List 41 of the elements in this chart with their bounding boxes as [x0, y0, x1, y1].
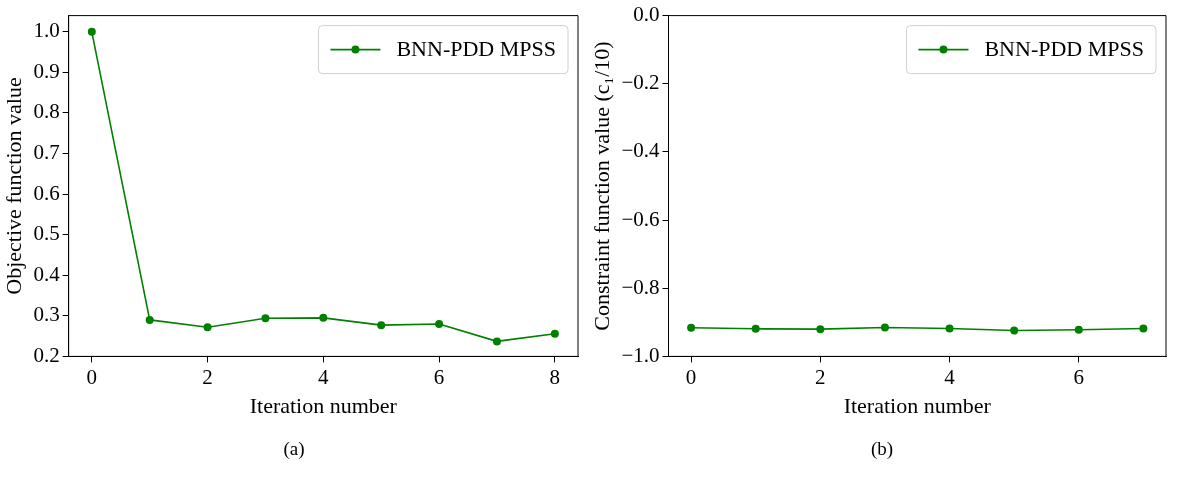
x-tick-label: 6 — [1073, 364, 1085, 389]
legend-label: BNN-PDD MPSS — [396, 36, 557, 62]
y-tick-label: 0.3 — [33, 302, 60, 327]
x-tick-label: 4 — [318, 364, 330, 389]
y-tick-label: 0.6 — [33, 180, 60, 205]
point — [492, 337, 501, 346]
legend-label: BNN-PDD MPSS — [984, 36, 1145, 62]
y-axis-title: Objective function value — [0, 77, 26, 295]
y-tick-label: −0.2 — [621, 70, 660, 95]
point — [550, 329, 559, 338]
x-tick-label: 8 — [549, 364, 561, 389]
x-tick-label: 2 — [815, 364, 826, 389]
point — [203, 323, 212, 332]
point — [261, 314, 270, 323]
x-tick-label: 2 — [202, 364, 213, 389]
x-tick-label: 0 — [685, 364, 697, 389]
y-tick-label: 0.0 — [633, 2, 660, 27]
y-tick-label: 1.0 — [33, 18, 60, 43]
text: (a) — [282, 438, 306, 460]
y-axis-title: Constraint function value (c₁/10) — [588, 41, 614, 331]
point — [145, 315, 154, 324]
y-tick-label: 0.5 — [33, 221, 60, 246]
point — [87, 27, 96, 36]
x-axis-title: Iteration number — [843, 392, 992, 418]
x-axis-title: Iteration number — [249, 392, 398, 418]
y-tick-label: −1.0 — [621, 342, 660, 367]
point — [377, 321, 386, 330]
y-tick-label: 0.2 — [33, 342, 60, 367]
y-tick-label: −0.8 — [621, 274, 660, 299]
y-tick-label: 0.9 — [33, 58, 60, 83]
point — [435, 319, 444, 328]
text: (b) — [869, 438, 895, 460]
y-tick-label: −0.6 — [621, 206, 660, 231]
y-tick-label: 0.8 — [33, 99, 60, 124]
point — [319, 313, 328, 322]
y-tick-label: 0.4 — [33, 261, 61, 286]
x-tick-label: 0 — [86, 364, 98, 389]
x-tick-label: 6 — [433, 364, 445, 389]
x-tick-label: 4 — [944, 364, 956, 389]
y-tick-label: 0.7 — [33, 140, 60, 165]
y-tick-label: −0.4 — [621, 138, 660, 163]
